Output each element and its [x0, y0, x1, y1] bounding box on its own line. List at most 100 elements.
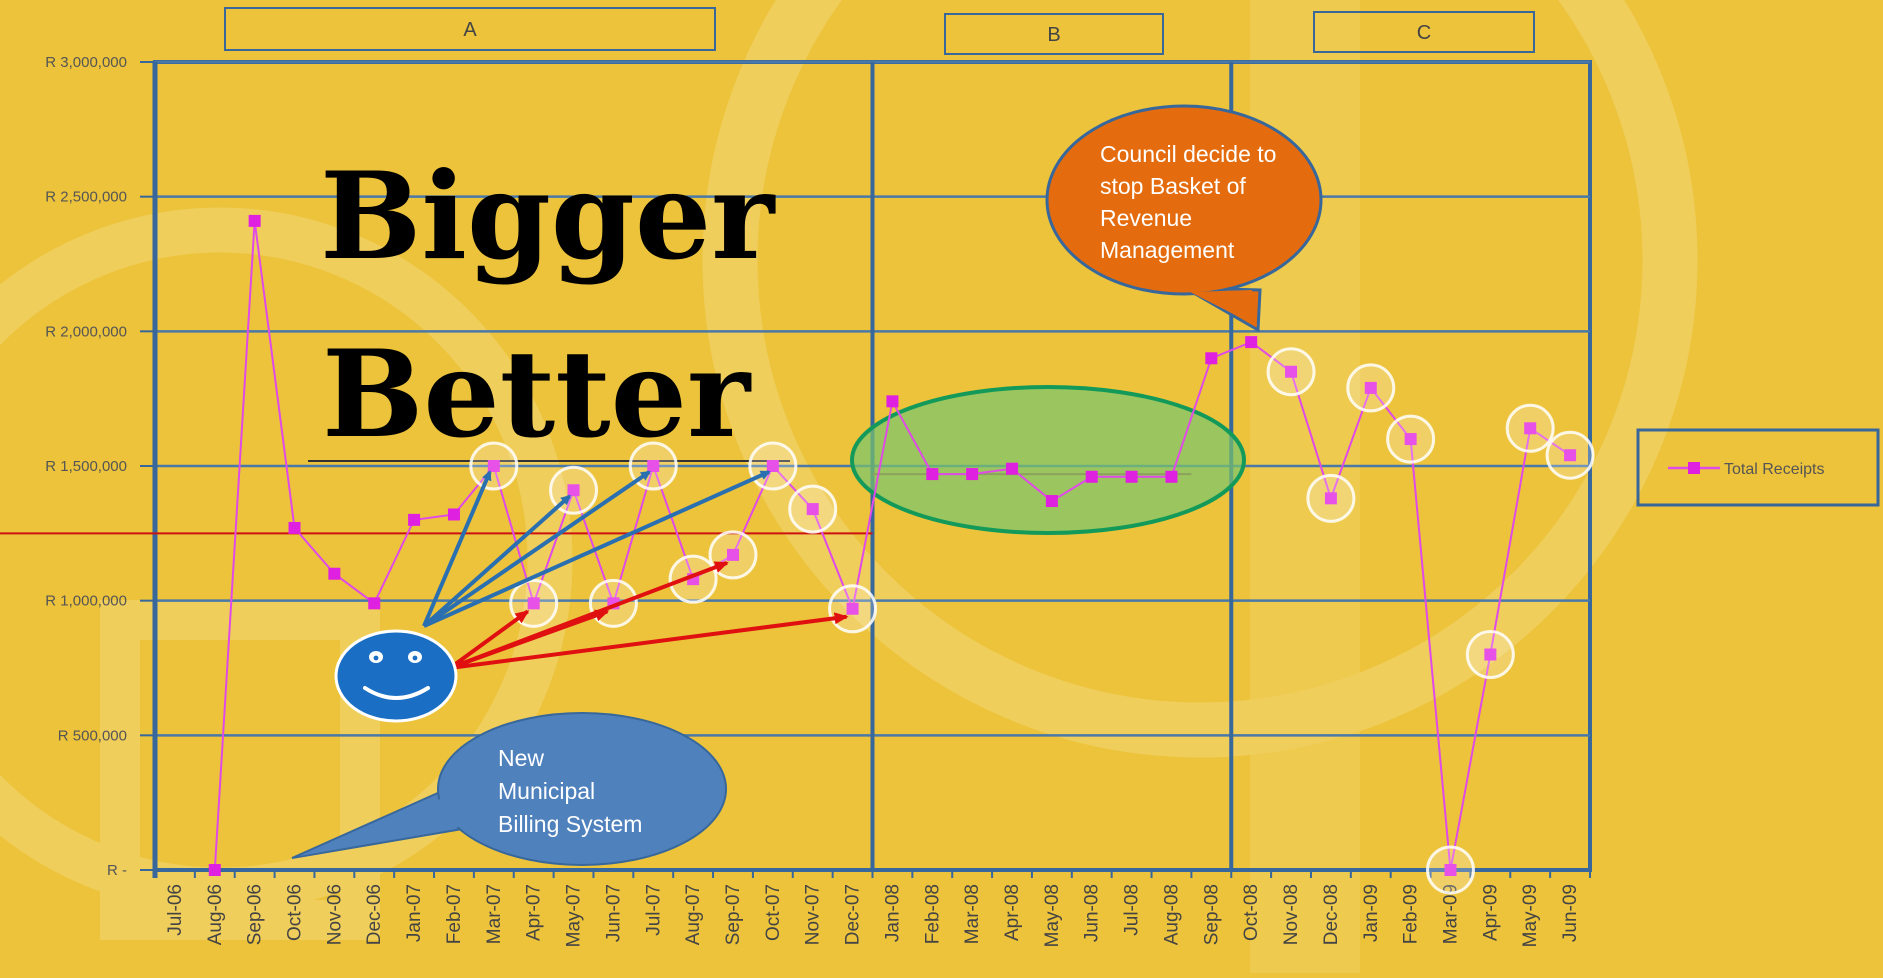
blue-arrow — [423, 470, 771, 628]
x-tick-label: Dec-08 — [1321, 884, 1342, 945]
period-box-a — [224, 7, 716, 51]
data-point — [1125, 470, 1138, 483]
red-arrow — [448, 609, 530, 670]
stable-period-ellipse — [850, 385, 1246, 535]
blue-arrow — [422, 494, 572, 628]
callout-billing-system: New Municipal Billing System — [291, 712, 727, 866]
x-tick-label: Aug-08 — [1161, 884, 1182, 945]
series-total-receipts — [208, 214, 1577, 876]
x-tick-label: Mar-08 — [962, 884, 983, 944]
period-labels: A B C — [224, 7, 1535, 55]
callout-council-decision: Council decide to stop Basket of Revenue Ma… — [1045, 104, 1323, 333]
x-tick-label: Apr-07 — [524, 884, 545, 941]
highlight-circle — [748, 441, 798, 491]
blue-arrow — [422, 470, 651, 628]
blue-arrow — [422, 470, 492, 627]
callout-line: Management — [1100, 237, 1235, 263]
data-point — [1165, 470, 1178, 483]
highlight-circle — [1425, 845, 1475, 895]
data-point — [1324, 492, 1337, 505]
highlight-circle — [588, 578, 638, 628]
x-tick-label: Mar-07 — [484, 884, 505, 944]
data-point — [288, 521, 301, 534]
callout-line: stop Basket of — [1100, 173, 1246, 199]
highlight-circle — [828, 584, 878, 634]
callout-billing-text: New Municipal Billing System — [498, 745, 642, 837]
y-tick-label: R 1,500,000 — [45, 458, 127, 475]
highlight-circle — [1505, 403, 1555, 453]
callout-council-text: Council decide to stop Basket of Revenue Ma… — [1100, 141, 1276, 263]
data-point — [966, 468, 979, 481]
smiley-face-icon — [334, 629, 458, 723]
x-tick-label: Mar-09 — [1440, 884, 1461, 944]
x-tick-label: Sep-08 — [1201, 884, 1222, 945]
x-tick-label: Feb-08 — [922, 884, 943, 944]
x-tick-label: Feb-07 — [444, 884, 465, 944]
x-tick-label: May-09 — [1520, 884, 1541, 947]
data-point — [447, 508, 460, 521]
data-point — [1564, 449, 1577, 462]
data-point — [527, 597, 540, 610]
x-axis-tick-labels: Jul-06 Aug-06 Sep-06 Oct-06 Nov-06 Dec-06 Jan-… — [165, 884, 1581, 947]
x-tick-label: May-07 — [564, 884, 585, 947]
x-tick-label: Jan-09 — [1361, 884, 1382, 942]
data-point — [368, 597, 381, 610]
x-tick-label: Aug-07 — [683, 884, 704, 945]
x-tick-label: Jan-07 — [404, 884, 425, 942]
data-point — [926, 468, 939, 481]
data-point — [487, 460, 500, 472]
highlight-circle — [1306, 473, 1356, 523]
data-point — [647, 460, 660, 472]
x-tick-label: Dec-07 — [843, 884, 864, 945]
data-point — [1364, 381, 1377, 394]
callout-line: Municipal — [498, 778, 595, 804]
background-watermark — [0, 0, 1698, 973]
annotation-arrows — [422, 470, 849, 670]
y-tick-label: R - — [107, 862, 127, 879]
highlight-circle — [1266, 347, 1316, 397]
y-axis-tick-labels: R - R 500,000 R 1,000,000 R 1,500,000 R 2,00… — [45, 54, 155, 879]
period-box-b — [944, 13, 1164, 55]
period-label-c: C — [1417, 22, 1431, 44]
data-point — [1045, 495, 1058, 508]
x-tick-label: Apr-09 — [1480, 884, 1501, 941]
legend: Total Receipts — [1636, 428, 1880, 507]
x-tick-label: Jun-09 — [1560, 884, 1581, 942]
x-tick-label: Jul-08 — [1122, 884, 1143, 936]
x-tick-label: Oct-07 — [763, 884, 784, 941]
x-tick-label: Jun-07 — [603, 884, 624, 942]
data-point — [567, 484, 580, 497]
highlight-circle — [668, 554, 718, 604]
x-tick-label: Apr-08 — [1002, 884, 1023, 941]
y-tick-label: R 500,000 — [58, 727, 127, 744]
red-arrow — [449, 561, 729, 670]
highlight-circle — [469, 441, 519, 491]
period-label-b: B — [1047, 24, 1060, 46]
legend-total-receipts: Total Receipts — [1724, 461, 1825, 478]
x-tick-label: Jan-08 — [882, 884, 903, 942]
data-point — [1404, 433, 1417, 446]
data-point — [1484, 648, 1497, 661]
red-arrow — [449, 612, 849, 670]
x-tick-label: Sep-06 — [245, 884, 266, 945]
data-point — [1006, 462, 1019, 475]
highlight-circle — [1465, 630, 1515, 680]
data-point — [1085, 470, 1098, 483]
x-tick-label: Sep-07 — [723, 884, 744, 945]
data-point — [726, 548, 739, 561]
callout-line: New — [498, 745, 544, 771]
data-point — [248, 214, 261, 227]
y-tick-label: R 3,000,000 — [45, 54, 127, 71]
data-point — [806, 503, 819, 516]
highlight-circle — [788, 484, 838, 534]
x-tick-label: Nov-06 — [324, 884, 345, 945]
data-point — [1444, 864, 1457, 876]
x-tick-label: Jul-06 — [165, 884, 186, 936]
data-point — [846, 602, 859, 615]
data-point — [1205, 352, 1218, 365]
x-tick-label: Aug-06 — [205, 884, 226, 945]
x-tick-label: Oct-06 — [285, 884, 306, 941]
y-tick-label: R 2,000,000 — [45, 323, 127, 340]
data-point — [328, 567, 341, 580]
